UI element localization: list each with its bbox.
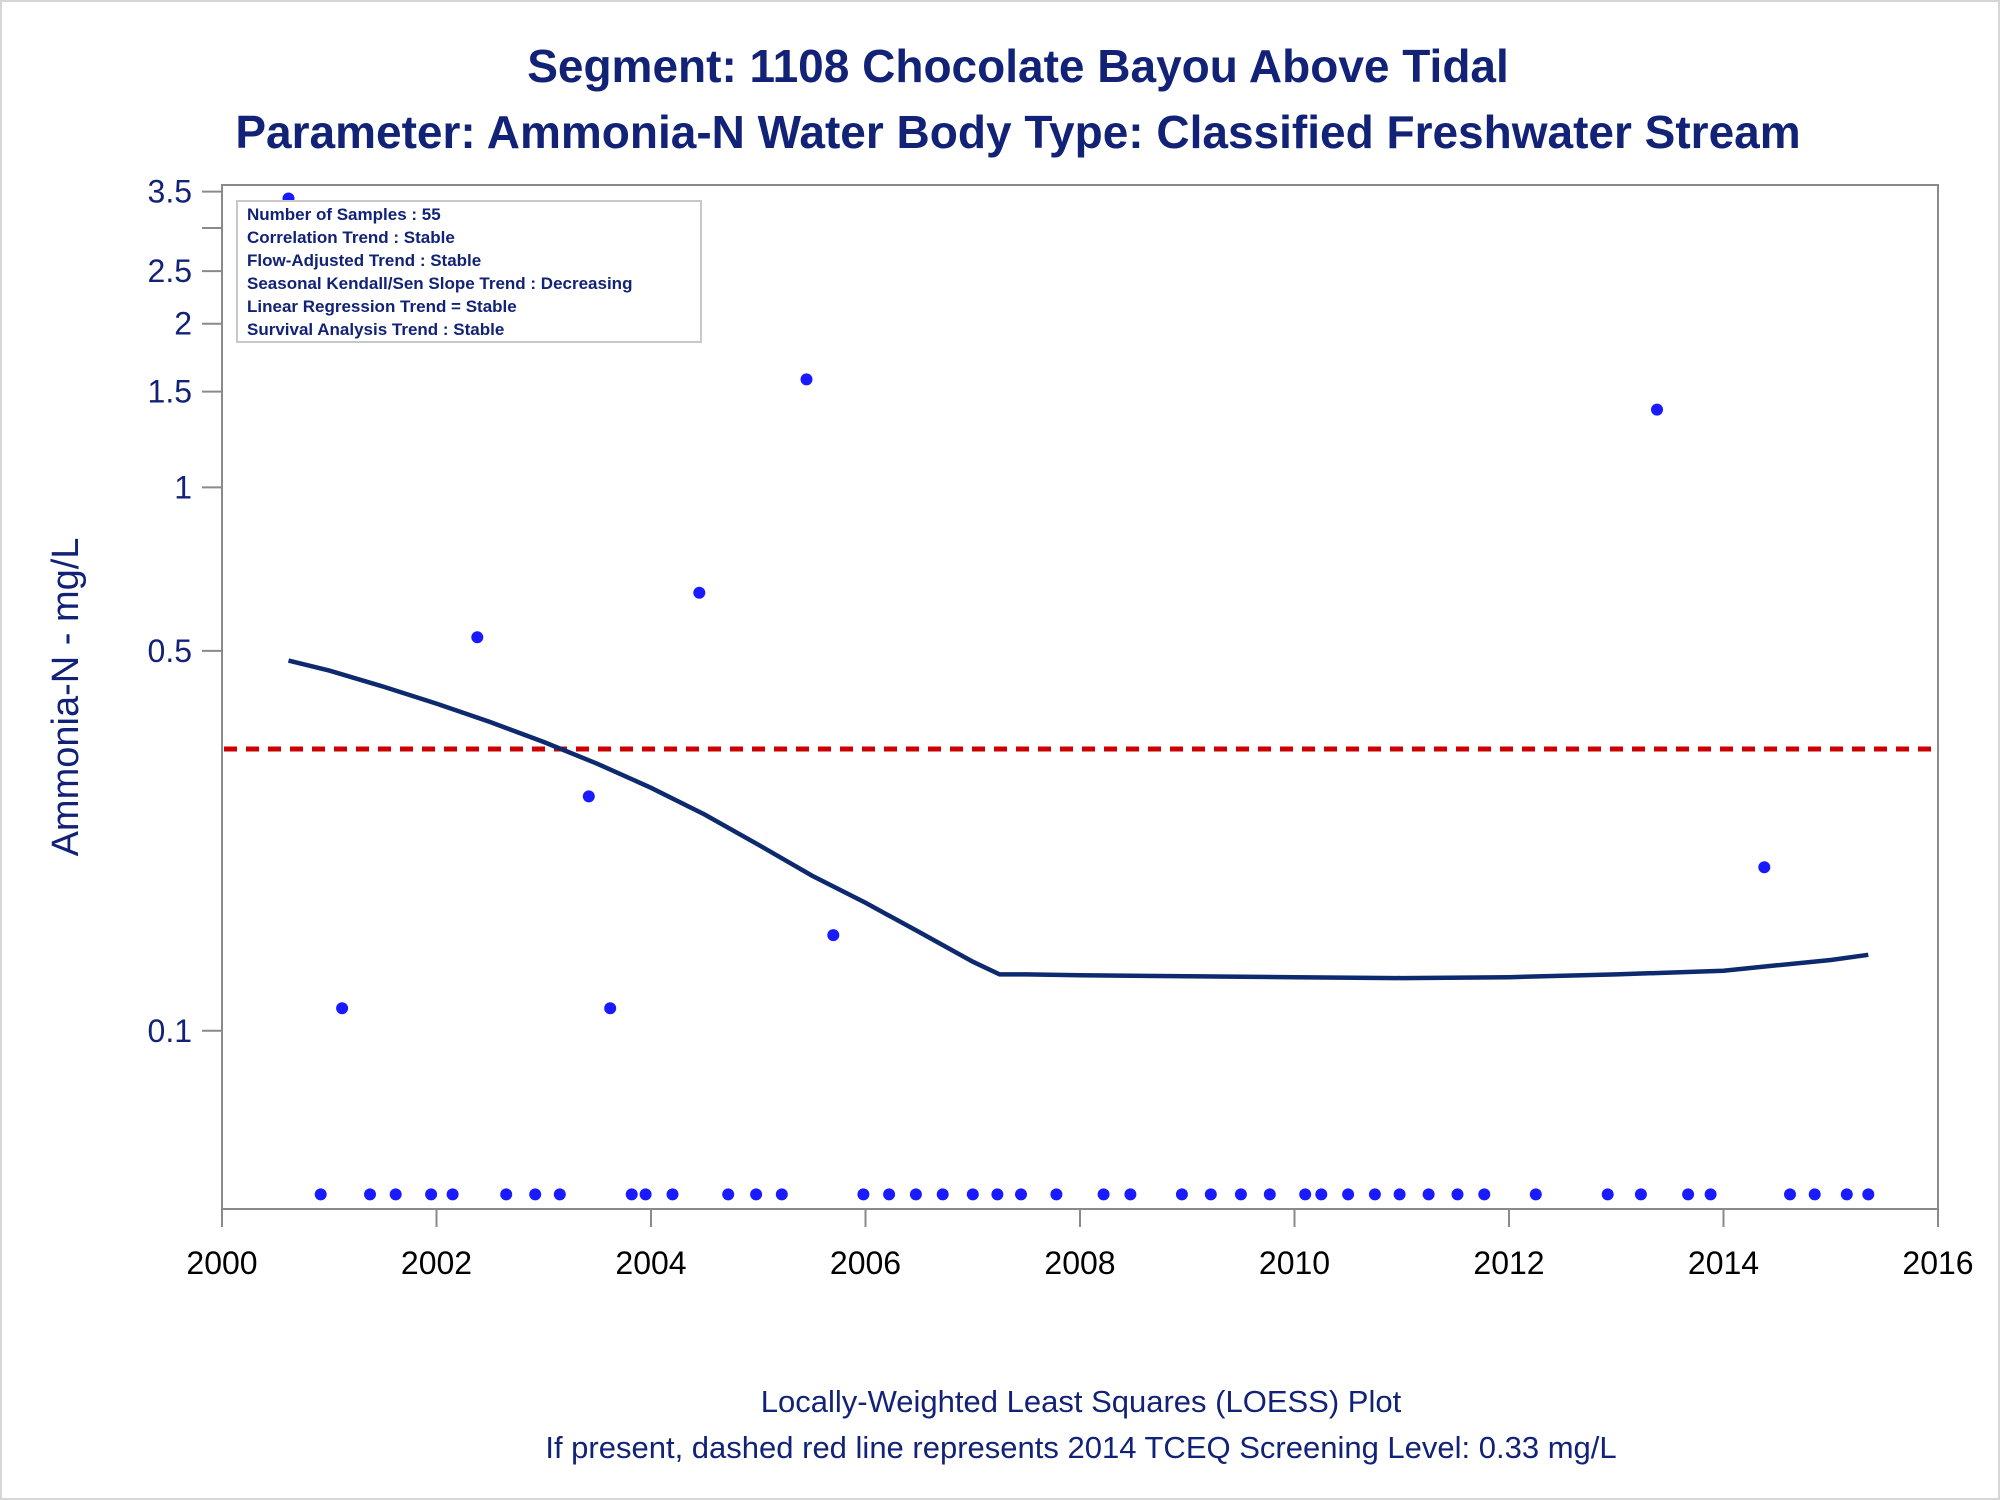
sample-point	[1299, 1188, 1312, 1201]
sample-points	[282, 192, 1875, 1201]
sample-point	[1651, 403, 1663, 416]
info-line-seasonal-kendall: Seasonal Kendall/Sen Slope Trend : Decre…	[247, 274, 632, 293]
sample-point	[1263, 1188, 1276, 1201]
sample-point	[389, 1188, 402, 1201]
info-line-samples: Number of Samples : 55	[247, 205, 441, 224]
loess-curve	[287, 658, 1869, 981]
sample-point	[1204, 1188, 1217, 1201]
info-line-linear-regression: Linear Regression Trend = Stable	[247, 297, 517, 316]
sample-point	[1451, 1188, 1464, 1201]
sample-point	[1862, 1188, 1875, 1201]
sample-point	[1124, 1188, 1137, 1201]
sample-point	[425, 1188, 438, 1201]
sample-point	[553, 1188, 566, 1201]
sample-point	[693, 586, 706, 599]
info-line-correlation: Correlation Trend : Stable	[247, 228, 455, 247]
sample-point	[857, 1188, 870, 1201]
sample-point	[446, 1188, 459, 1201]
sample-point	[1097, 1188, 1110, 1201]
sample-point	[1758, 861, 1771, 874]
sample-point	[909, 1188, 922, 1201]
sample-point	[1015, 1188, 1027, 1201]
y-tick-label: 1	[174, 469, 192, 505]
sample-point	[1601, 1188, 1614, 1201]
x-tick-label: 2002	[401, 1245, 472, 1281]
sample-point	[500, 1188, 513, 1201]
x-tick-label: 2006	[830, 1245, 901, 1281]
sample-point	[666, 1188, 679, 1201]
sample-point	[1422, 1188, 1435, 1201]
sample-point	[1315, 1188, 1328, 1201]
x-tick-label: 2010	[1259, 1245, 1330, 1281]
y-tick-label: 2.5	[148, 253, 192, 289]
y-axis-label: Ammonia-N - mg/L	[45, 538, 87, 857]
y-tick-label: 2	[174, 306, 192, 342]
sample-point	[336, 1002, 349, 1015]
sample-point	[1808, 1188, 1821, 1201]
x-tick-label: 2016	[1902, 1245, 1973, 1281]
x-tick-label: 2004	[615, 1245, 686, 1281]
sample-point	[883, 1188, 896, 1201]
y-tick-label: 0.5	[148, 633, 192, 669]
sample-point	[1704, 1188, 1717, 1201]
sample-point	[800, 373, 813, 386]
y-tick-label: 0.1	[148, 1013, 192, 1049]
info-line-survival: Survival Analysis Trend : Stable	[247, 320, 504, 339]
sample-point	[1393, 1188, 1406, 1201]
info-line-flow-adjusted: Flow-Adjusted Trend : Stable	[247, 251, 481, 270]
sample-point	[1368, 1188, 1381, 1201]
x-axis: 2000 2002 2004 2006 2008 2010 2012 2014 2016	[186, 1209, 1974, 1281]
sample-point	[529, 1188, 542, 1201]
sample-point	[827, 929, 840, 942]
sample-point	[1840, 1188, 1853, 1201]
x-tick-label: 2008	[1044, 1245, 1115, 1281]
sample-point	[1234, 1188, 1247, 1201]
info-box-border	[236, 200, 702, 343]
sample-point	[364, 1188, 376, 1201]
sample-point	[1529, 1188, 1542, 1201]
y-tick-label: 3.5	[148, 174, 192, 210]
sample-point	[750, 1188, 763, 1201]
footer-line-1: Locally-Weighted Least Squares (LOESS) P…	[761, 1384, 1402, 1419]
sample-point	[582, 790, 595, 803]
x-tick-label: 2014	[1688, 1245, 1759, 1281]
x-tick-label: 2012	[1473, 1245, 1544, 1281]
sample-point	[936, 1188, 949, 1201]
y-tick-label: 1.5	[148, 374, 192, 410]
sample-point	[991, 1188, 1004, 1201]
sample-point	[775, 1188, 788, 1201]
trend-info-box: Number of Samples : 55 Correlation Trend…	[236, 200, 702, 343]
sample-point	[1478, 1188, 1491, 1201]
chart-subtitle: Parameter: Ammonia-N Water Body Type: Cl…	[235, 106, 1800, 158]
chart-title: Segment: 1108 Chocolate Bayou Above Tida…	[527, 40, 1509, 92]
sample-point	[1342, 1188, 1355, 1201]
sample-point	[314, 1188, 327, 1201]
sample-point	[722, 1188, 735, 1201]
sample-point	[1175, 1188, 1188, 1201]
x-tick-label: 2000	[186, 1245, 257, 1281]
sample-point	[625, 1188, 638, 1201]
sample-point	[1634, 1188, 1647, 1201]
y-axis: 0.1 0.5 1 1.5 2 2.5 3.5	[148, 174, 222, 1049]
footer-line-2: If present, dashed red line represents 2…	[545, 1430, 1616, 1465]
sample-point	[1050, 1188, 1063, 1201]
sample-point	[604, 1002, 617, 1015]
sample-point	[639, 1188, 652, 1201]
sample-point	[471, 631, 484, 644]
sample-point	[966, 1188, 979, 1201]
sample-point	[1784, 1188, 1796, 1201]
sample-point	[1682, 1188, 1695, 1201]
